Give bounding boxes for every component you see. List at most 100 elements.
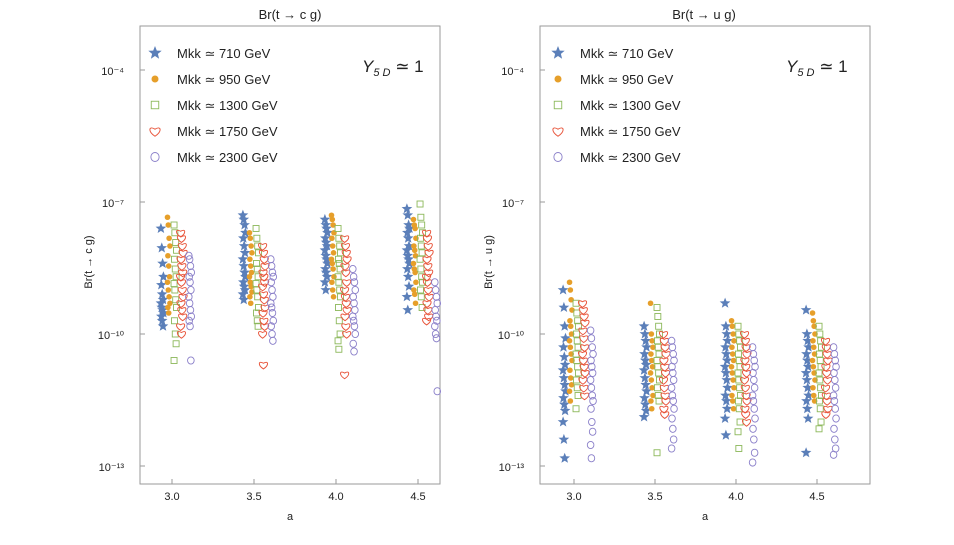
heart-marker [578, 307, 588, 315]
star-marker [639, 348, 650, 359]
circle-marker [831, 383, 840, 392]
heart-marker [258, 331, 268, 339]
star-marker [320, 284, 332, 295]
square-marker [336, 242, 344, 250]
dot-marker [328, 256, 335, 263]
dot-marker [164, 279, 171, 286]
dot-marker [648, 357, 655, 364]
circle-marker [187, 285, 195, 295]
square-marker [418, 221, 426, 229]
heart-marker [424, 313, 434, 322]
circle-marker [669, 435, 678, 444]
heart-marker [740, 337, 750, 346]
star-marker [321, 240, 333, 251]
star-marker [404, 222, 415, 233]
chart-title: Br(t → c g) [259, 7, 322, 22]
circle-marker [349, 339, 357, 348]
heart-marker [341, 249, 351, 258]
heart-marker [739, 331, 750, 339]
star-marker [156, 310, 167, 321]
dot-marker [568, 331, 575, 337]
dot-marker [412, 252, 419, 259]
legend-label: Mkk ≃ 1300 GeV [177, 98, 278, 113]
star-marker [719, 297, 731, 308]
star-marker [721, 395, 732, 406]
square-marker [816, 405, 824, 413]
dot-marker [411, 287, 417, 293]
heart-marker [740, 357, 750, 366]
circle-marker [267, 322, 275, 331]
square-marker [334, 273, 342, 281]
circle-marker [832, 414, 840, 423]
star-marker [722, 335, 733, 346]
star-marker [559, 359, 571, 370]
x-tick-label: 3.5 [246, 491, 261, 503]
dot-marker [729, 344, 735, 351]
star-marker [719, 361, 731, 372]
dot-marker [164, 214, 171, 221]
heart-marker [341, 300, 351, 309]
heart-marker [579, 384, 589, 393]
dot-marker [649, 363, 656, 370]
circle-marker [186, 322, 194, 331]
star-marker [403, 280, 415, 291]
circle-marker [350, 322, 359, 331]
y-axis-label: Br(t → c g) [83, 235, 95, 288]
legend-item: Mkk ≃ 710 GeV [148, 46, 271, 61]
heart-marker [258, 291, 268, 300]
circle-marker [587, 334, 596, 343]
star-marker [320, 232, 331, 243]
heart-marker [579, 313, 589, 322]
legend-item: Mkk ≃ 1300 GeV [150, 98, 278, 113]
square-marker [252, 225, 260, 232]
square-marker [816, 357, 824, 364]
circle-marker [830, 368, 838, 378]
heart-marker [660, 344, 670, 353]
star-marker [320, 266, 332, 277]
circle-marker [553, 152, 563, 162]
dot-marker [247, 235, 254, 242]
star-marker [238, 232, 249, 243]
circle-marker [588, 417, 596, 427]
circle-marker [831, 404, 839, 413]
circle-marker [750, 356, 758, 365]
heart-marker [176, 273, 186, 282]
circle-marker [588, 427, 597, 436]
dot-marker [812, 331, 818, 337]
square-marker [653, 304, 661, 311]
heart-marker [823, 357, 833, 366]
star-marker [157, 320, 169, 331]
square-marker [735, 405, 743, 413]
heart-marker [340, 287, 350, 295]
heart-marker [823, 405, 833, 414]
circle-marker [750, 375, 758, 385]
circle-marker [351, 329, 360, 339]
dot-marker [567, 287, 574, 293]
heart-marker [741, 419, 752, 427]
dot-marker [410, 260, 417, 267]
circle-marker [750, 448, 759, 457]
dot-marker [248, 283, 254, 290]
circle-marker [432, 334, 441, 343]
legend-label: Mkk ≃ 710 GeV [177, 46, 271, 61]
star-marker [403, 240, 415, 251]
heart-marker [422, 229, 432, 238]
dot-marker [730, 377, 736, 383]
dot-marker [165, 252, 171, 259]
heart-marker [342, 331, 352, 339]
dot-marker [567, 375, 574, 381]
heart-marker [258, 310, 268, 318]
star-marker [721, 403, 733, 414]
star-marker [641, 385, 652, 396]
heart-marker [579, 363, 589, 372]
y5d-annotation: Y5 D ≃ 1 [362, 57, 424, 79]
star-marker [638, 364, 650, 375]
heart-marker [177, 287, 187, 295]
plot-frame [139, 25, 441, 485]
star-marker [156, 279, 167, 290]
square-marker [335, 278, 343, 286]
dot-marker [413, 279, 419, 286]
square-marker [653, 449, 661, 457]
dot-marker [566, 338, 573, 344]
square-marker [334, 225, 342, 232]
